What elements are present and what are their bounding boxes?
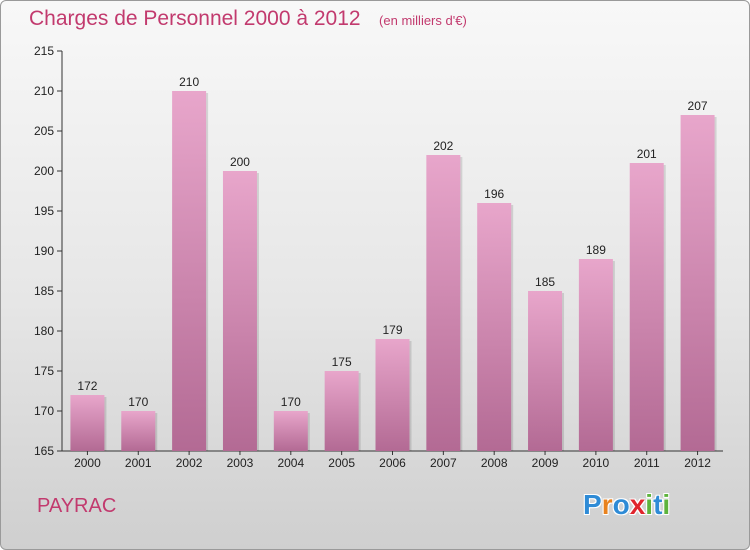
- data-label: 185: [535, 275, 555, 289]
- bar: [324, 371, 359, 451]
- y-tick-label: 185: [34, 284, 54, 298]
- bar: [477, 203, 512, 451]
- logo-letter: r: [601, 489, 613, 520]
- data-label: 201: [637, 147, 657, 161]
- x-tick-label: 2006: [379, 456, 406, 470]
- bars: [70, 91, 717, 451]
- x-tick-label: 2012: [684, 456, 711, 470]
- y-tick-label: 210: [34, 84, 54, 98]
- data-label: 196: [484, 187, 504, 201]
- x-tick-label: 2007: [430, 456, 457, 470]
- data-label: 170: [128, 395, 148, 409]
- x-tick-label: 2009: [532, 456, 559, 470]
- x-tick-label: 2004: [277, 456, 304, 470]
- bar: [273, 411, 308, 451]
- bar: [578, 259, 613, 451]
- logo-letter: t: [653, 489, 663, 520]
- title-row: Charges de Personnel 2000 à 2012 (en mil…: [29, 7, 467, 31]
- data-label: 189: [586, 243, 606, 257]
- bar: [70, 395, 105, 451]
- x-tick-label: 2003: [227, 456, 254, 470]
- x-tick-label: 2000: [74, 456, 101, 470]
- y-tick-label: 215: [34, 44, 54, 58]
- y-tick-label: 175: [34, 364, 54, 378]
- logo-letter: i: [662, 489, 671, 520]
- x-tick-label: 2010: [583, 456, 610, 470]
- x-tick-label: 2008: [481, 456, 508, 470]
- y-tick-label: 165: [34, 444, 54, 458]
- y-tick-label: 205: [34, 124, 54, 138]
- y-tick-label: 180: [34, 324, 54, 338]
- bar: [222, 171, 257, 451]
- logo-letter: i: [645, 489, 654, 520]
- data-label: 179: [382, 323, 402, 337]
- bar: [528, 291, 563, 451]
- data-label: 172: [77, 379, 97, 393]
- chart-title: Charges de Personnel 2000 à 2012: [29, 7, 361, 30]
- bar: [629, 163, 664, 451]
- data-label: 202: [433, 139, 453, 153]
- bar: [172, 91, 207, 451]
- bar: [426, 155, 461, 451]
- labels: 165 170 175 180 185 190 195 200 205 210 215 2000 172…: [34, 44, 711, 470]
- data-label: 210: [179, 75, 199, 89]
- data-label: 200: [230, 155, 250, 169]
- bar: [680, 115, 715, 451]
- data-label: 207: [688, 99, 708, 113]
- logo-letter: x: [629, 489, 646, 520]
- proxiti-logo[interactable]: Proxiti: [583, 489, 670, 521]
- x-tick-label: 2005: [328, 456, 355, 470]
- y-tick-label: 190: [34, 244, 54, 258]
- data-label: 175: [332, 355, 352, 369]
- y-tick-label: 195: [34, 204, 54, 218]
- x-tick-label: 2002: [176, 456, 203, 470]
- logo-letter: P: [583, 489, 602, 520]
- chart-subtitle: (en milliers d'€): [379, 13, 467, 28]
- logo-letter: o: [612, 489, 630, 520]
- bar: [375, 339, 410, 451]
- x-tick-label: 2001: [125, 456, 152, 470]
- y-tick-label: 200: [34, 164, 54, 178]
- commune-name: PAYRAC: [37, 495, 117, 517]
- y-tick-label: 170: [34, 404, 54, 418]
- bar: [121, 411, 156, 451]
- data-label: 170: [281, 395, 301, 409]
- x-tick-label: 2011: [634, 456, 660, 470]
